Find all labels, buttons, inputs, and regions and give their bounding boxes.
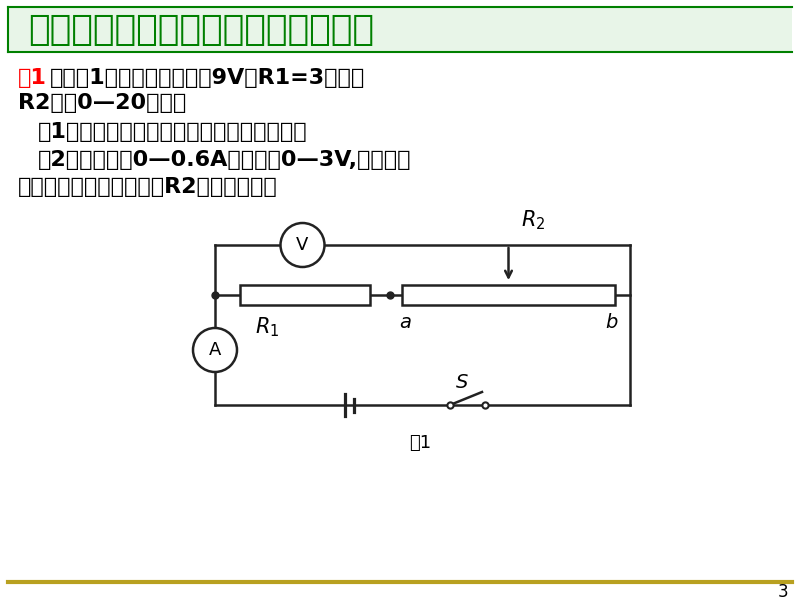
Circle shape [281,223,325,267]
Text: R2范围0—20欧姆。: R2范围0—20欧姆。 [18,93,186,113]
Text: 例1: 例1 [18,68,47,88]
Circle shape [193,328,237,372]
Text: 图1: 图1 [409,434,431,452]
Bar [240,285,370,305]
Text: $S$: $S$ [455,373,469,392]
Text: $a$: $a$ [398,313,411,332]
Text: （1）求电流表、电压表的最大值和最小值。: （1）求电流表、电压表的最大值和最小值。 [38,122,308,142]
FancyBboxPatch shape [8,7,792,52]
Text: V: V [296,236,309,254]
Text: 3: 3 [778,583,788,600]
Bar [402,285,615,305]
Text: $b$: $b$ [606,313,618,332]
Text: 电路的极值和滑动变阻器的取值范围: 电路的极值和滑动变阻器的取值范围 [28,13,374,46]
Text: A: A [209,341,221,359]
Text: 、如图1所示，电源电压为9V，R1=3欧姆，: 、如图1所示，电源电压为9V，R1=3欧姆， [50,68,366,88]
Text: 不致损坏，求滑动变阻器R2的取值范围。: 不致损坏，求滑动变阻器R2的取值范围。 [18,177,278,197]
Text: $R_2$: $R_2$ [522,208,546,232]
Text: $R_1$: $R_1$ [255,315,279,339]
Text: （2）若电流表0—0.6A，电压表0—3V,为使电表: （2）若电流表0—0.6A，电压表0—3V,为使电表 [38,150,411,170]
